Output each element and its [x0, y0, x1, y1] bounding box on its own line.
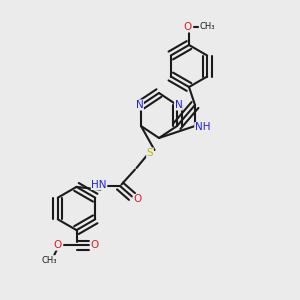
Text: O: O [54, 240, 62, 250]
Text: CH₃: CH₃ [42, 256, 57, 265]
Text: N: N [136, 100, 143, 110]
Text: NH: NH [195, 122, 210, 133]
Text: HN: HN [91, 179, 107, 190]
Text: S: S [147, 148, 153, 158]
Text: O: O [133, 194, 142, 205]
Text: O: O [90, 240, 99, 250]
Text: CH₃: CH₃ [199, 22, 215, 32]
Text: N: N [175, 100, 182, 110]
Text: O: O [183, 22, 192, 32]
